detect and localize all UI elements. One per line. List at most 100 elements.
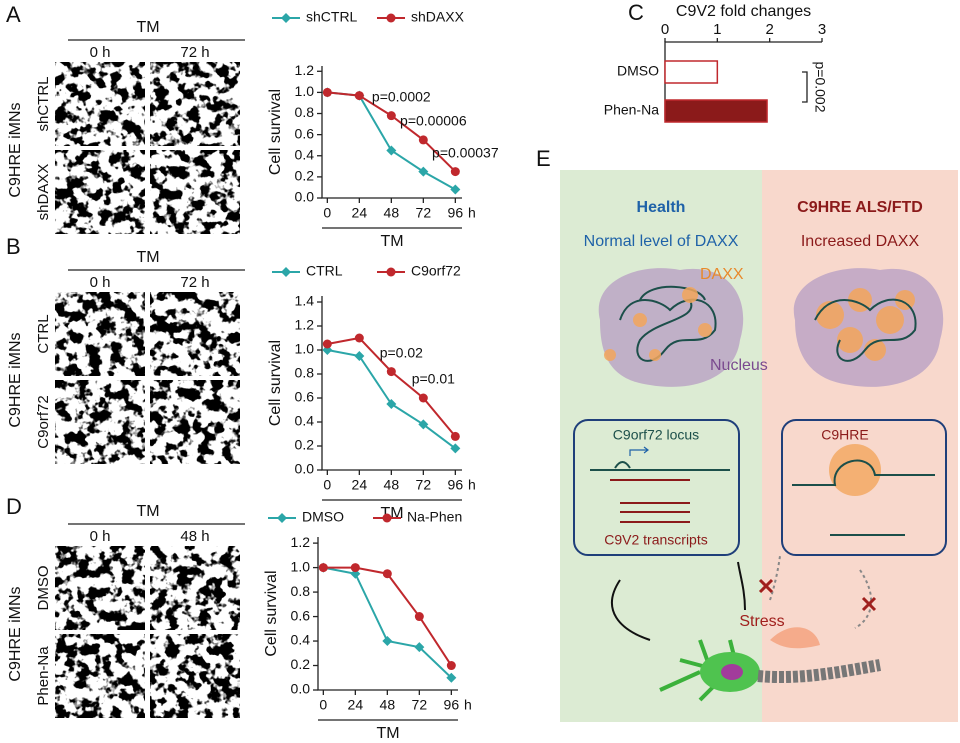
x-unit: h bbox=[468, 477, 476, 493]
micrograph bbox=[149, 61, 241, 147]
side-label: C9HRE iMNs bbox=[7, 586, 24, 681]
disease-subtitle: Increased DAXX bbox=[801, 233, 920, 250]
x-tick-label: 72 bbox=[416, 205, 432, 221]
data-point bbox=[382, 569, 392, 579]
health-background bbox=[560, 170, 762, 722]
micrograph bbox=[149, 633, 241, 719]
repeat-cluster bbox=[829, 444, 881, 496]
locus-label: C9orf72 locus bbox=[613, 427, 699, 443]
y-tick-label: 0.0 bbox=[295, 461, 315, 477]
data-point bbox=[382, 636, 393, 647]
column-label: 0 h bbox=[90, 528, 111, 545]
data-point bbox=[446, 672, 457, 683]
y-tick-label: DMSO bbox=[617, 63, 659, 79]
data-point bbox=[414, 612, 424, 622]
y-tick-label: Phen-Na bbox=[604, 102, 659, 118]
data-point bbox=[322, 339, 332, 349]
stress-arrow bbox=[770, 627, 820, 649]
data-point bbox=[322, 87, 332, 97]
row-label: shCTRL bbox=[35, 76, 52, 131]
y-tick-label: 1.2 bbox=[291, 534, 311, 550]
image-header: TM bbox=[136, 19, 159, 36]
y-tick-label: 1.2 bbox=[295, 317, 315, 333]
x-tick-label: 0 bbox=[661, 21, 669, 38]
health-subtitle: Normal level of DAXX bbox=[584, 233, 739, 250]
x-tick-label: 72 bbox=[412, 697, 428, 713]
chart-title: C9V2 fold changes bbox=[676, 3, 811, 20]
x-tick-label: 24 bbox=[352, 477, 368, 493]
block-mark bbox=[758, 578, 774, 594]
data-point bbox=[450, 431, 460, 441]
y-tick-label: 0.6 bbox=[291, 607, 311, 623]
side-label: C9HRE iMNs bbox=[7, 332, 24, 427]
micrograph bbox=[149, 379, 241, 465]
blocked-arrow bbox=[854, 569, 873, 629]
y-tick-label: 1.4 bbox=[295, 293, 315, 309]
row-label: Phen-Na bbox=[35, 646, 52, 706]
row-label: shDAXX bbox=[35, 164, 52, 221]
y-tick-label: 1.0 bbox=[291, 558, 311, 574]
data-point bbox=[414, 642, 425, 653]
legend-marker bbox=[281, 267, 291, 277]
column-label: 0 h bbox=[90, 44, 111, 61]
x-label: TM bbox=[376, 725, 399, 742]
data-point bbox=[450, 443, 461, 454]
data-point bbox=[450, 167, 460, 177]
y-tick-label: 0.6 bbox=[295, 389, 315, 405]
micrograph bbox=[54, 379, 146, 465]
chromatin bbox=[619, 285, 717, 362]
row-label: DMSO bbox=[35, 566, 52, 611]
significance-bracket bbox=[802, 71, 808, 103]
block-mark bbox=[861, 596, 877, 612]
data-point bbox=[446, 661, 456, 671]
series-line bbox=[323, 566, 453, 667]
micrograph bbox=[54, 633, 146, 719]
data-point bbox=[354, 91, 364, 101]
legend-label: shCTRL bbox=[306, 9, 358, 25]
y-tick-label: 0.2 bbox=[295, 168, 315, 184]
panel-label: C bbox=[628, 0, 644, 25]
stress-label: Stress bbox=[739, 613, 784, 630]
data-point bbox=[350, 563, 360, 573]
side-label: C9HRE iMNs bbox=[7, 102, 24, 197]
disease-title: C9HRE ALS/FTD bbox=[797, 199, 923, 216]
data-point bbox=[386, 367, 396, 377]
nucleus bbox=[598, 268, 744, 387]
legend-marker bbox=[277, 513, 287, 523]
c9hre-label: C9HRE bbox=[821, 427, 868, 443]
x-tick-label: 1 bbox=[713, 21, 721, 38]
diagram: Health C9HRE ALS/FTD Normal level of DAX… bbox=[560, 170, 958, 722]
x-tick-label: 96 bbox=[444, 697, 460, 713]
y-tick-label: 0.8 bbox=[291, 583, 311, 599]
health-title: Health bbox=[637, 199, 686, 216]
y-tick-label: 0.4 bbox=[291, 632, 311, 648]
x-tick-label: 24 bbox=[352, 205, 368, 221]
legend-marker bbox=[386, 13, 396, 23]
row-label: CTRL bbox=[35, 314, 52, 353]
legend-label: DMSO bbox=[302, 509, 344, 525]
series-line bbox=[327, 91, 456, 191]
bar bbox=[664, 60, 719, 84]
x-tick-label: 3 bbox=[818, 21, 826, 38]
annotation: p=0.01 bbox=[412, 371, 455, 387]
panel-label: B bbox=[6, 234, 21, 259]
arrow bbox=[737, 561, 746, 611]
nucleus-label: Nucleus bbox=[710, 357, 768, 374]
y-tick-label: 0.0 bbox=[295, 189, 315, 205]
legend-label: shDAXX bbox=[411, 9, 465, 25]
transcripts bbox=[610, 479, 690, 523]
y-tick-label: 1.0 bbox=[295, 341, 315, 357]
data-point bbox=[354, 351, 365, 361]
gene bbox=[590, 461, 730, 471]
legend-label: CTRL bbox=[306, 263, 343, 279]
row-label: C9orf72 bbox=[35, 395, 52, 448]
data-point bbox=[418, 135, 428, 145]
y-tick-label: 0.8 bbox=[295, 365, 315, 381]
micrograph bbox=[149, 149, 241, 235]
panel-label: D bbox=[6, 494, 22, 519]
arrow bbox=[610, 579, 651, 641]
micrograph bbox=[54, 291, 146, 377]
y-tick-label: 0.6 bbox=[295, 125, 315, 141]
axis-line bbox=[321, 66, 462, 199]
